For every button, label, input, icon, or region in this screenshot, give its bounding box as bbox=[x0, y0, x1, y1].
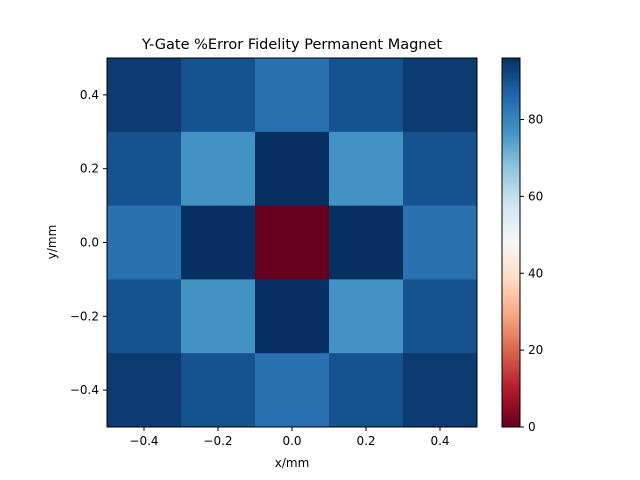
heatmap-cell bbox=[403, 279, 478, 354]
colorbar-tick-label: 80 bbox=[528, 113, 543, 127]
x-tick-label: −0.4 bbox=[129, 434, 158, 448]
heatmap-cell bbox=[181, 131, 256, 207]
heatmap-cell bbox=[181, 205, 256, 280]
y-tick-label: 0.4 bbox=[80, 88, 99, 102]
heatmap-cell bbox=[329, 131, 404, 207]
heatmap-cell bbox=[403, 131, 478, 207]
heatmap-cell bbox=[181, 58, 256, 133]
x-axis-ticks: −0.4 −0.2 0.0 0.2 0.4 bbox=[129, 427, 450, 448]
y-tick-label: −0.2 bbox=[70, 309, 99, 323]
colorbar bbox=[501, 57, 521, 428]
y-axis-ticks: −0.4 −0.2 0.0 0.2 0.4 bbox=[70, 88, 107, 397]
x-tick-label: 0.2 bbox=[356, 434, 375, 448]
heatmap-cell bbox=[255, 58, 330, 133]
heatmap-cell bbox=[403, 58, 478, 133]
heatmap-cell bbox=[255, 353, 330, 428]
y-tick-label: 0.2 bbox=[80, 162, 99, 176]
heatmap-cell bbox=[181, 279, 256, 354]
heatmap-cell bbox=[329, 353, 404, 428]
heatmap-cell bbox=[403, 353, 478, 428]
heatmap-cell bbox=[255, 131, 330, 207]
heatmap-cell bbox=[107, 279, 182, 354]
heatmap-cell bbox=[255, 205, 330, 280]
colorbar-ticks: 0 20 40 60 80 bbox=[520, 113, 543, 434]
heatmap-cell bbox=[329, 58, 404, 133]
colorbar-tick-label: 0 bbox=[528, 420, 536, 434]
heatmap-cell bbox=[403, 205, 478, 280]
heatmap-cell bbox=[107, 205, 182, 280]
heatmap-cell bbox=[329, 205, 404, 280]
y-tick-label: −0.4 bbox=[70, 383, 99, 397]
y-axis-label: y/mm bbox=[45, 225, 59, 260]
x-tick-label: 0.0 bbox=[282, 434, 301, 448]
colorbar-tick-label: 40 bbox=[528, 266, 543, 280]
x-tick-label: 0.4 bbox=[430, 434, 449, 448]
heatmap-cell bbox=[329, 279, 404, 354]
colorbar-tick-label: 20 bbox=[528, 343, 543, 357]
y-tick-label: 0.0 bbox=[80, 236, 99, 250]
x-axis-label: x/mm bbox=[275, 456, 310, 470]
heatmap-cell bbox=[107, 353, 182, 428]
x-tick-label: −0.2 bbox=[203, 434, 232, 448]
chart-title: Y-Gate %Error Fidelity Permanent Magnet bbox=[141, 37, 443, 53]
heatmap-cell bbox=[255, 279, 330, 354]
heatmap-cell bbox=[107, 58, 182, 133]
heatmap-cell bbox=[181, 353, 256, 428]
heatmap-cell bbox=[107, 131, 182, 207]
heatmap-cells bbox=[107, 58, 478, 428]
colorbar-tick-label: 60 bbox=[528, 189, 543, 203]
